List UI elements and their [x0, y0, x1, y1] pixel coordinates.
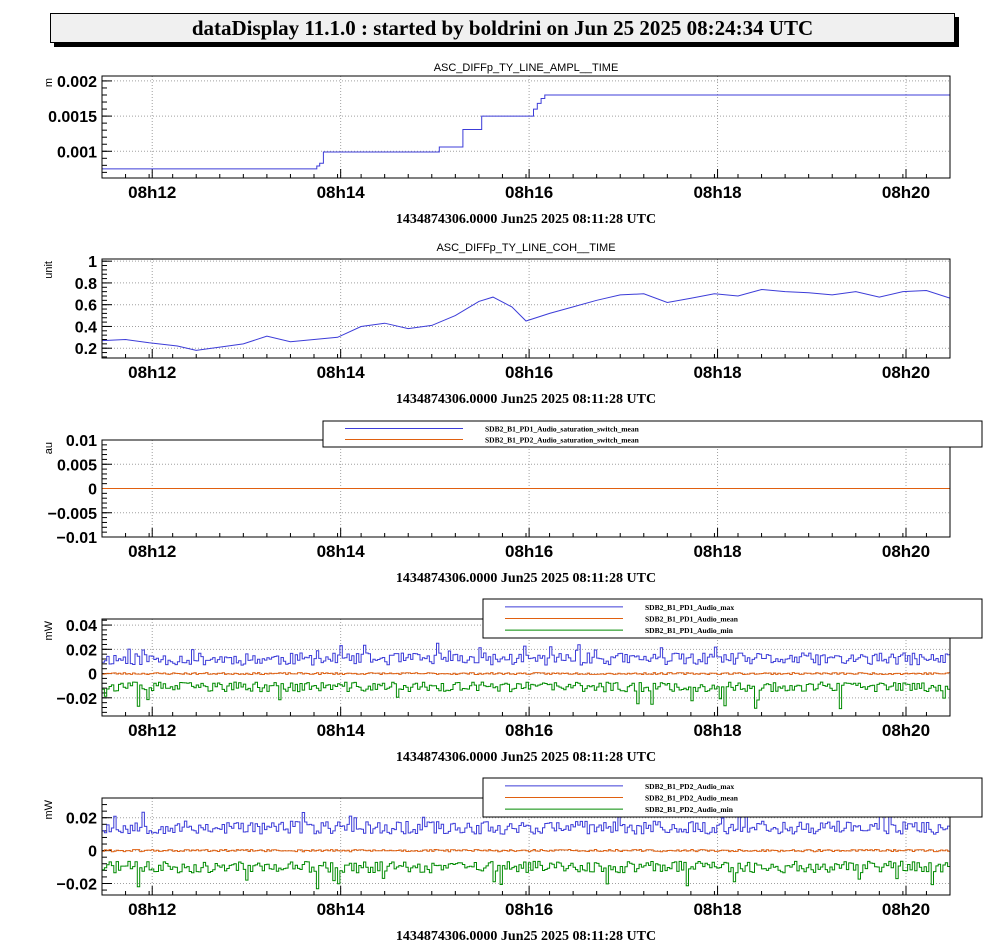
legend-label: SDB2_B1_PD2_Audio_saturation_switch_mean [485, 436, 640, 445]
y-tick-label: −0.02 [57, 876, 98, 893]
legend-label: SDB2_B1_PD2_Audio_mean [645, 794, 739, 803]
x-tick-label: 08h16 [505, 183, 553, 202]
y-tick-label: 0.005 [57, 457, 97, 474]
x-tick-label: 08h18 [693, 183, 741, 202]
x-tick-label: 08h18 [693, 900, 741, 919]
x-tick-label: 08h12 [128, 721, 176, 740]
series-line-2 [102, 672, 950, 675]
legend: SDB2_B1_PD1_Audio_saturation_switch_mean… [322, 420, 983, 448]
x-tick-label: 08h16 [505, 542, 553, 561]
plot-title: ASC_DIFFp_TY_LINE_AMPL__TIME [434, 62, 619, 74]
x-tick-label: 08h14 [317, 183, 366, 202]
y-tick-label: 0.02 [66, 642, 97, 659]
plot-frame [101, 75, 951, 179]
series-line-1 [102, 642, 950, 666]
y-tick-label: 0.4 [75, 319, 97, 336]
y-tick-label: 0.01 [66, 433, 97, 450]
y-tick-label: 0.2 [75, 341, 97, 358]
x-tick-label: 08h12 [128, 363, 176, 382]
y-tick-label: 0.04 [66, 618, 97, 635]
y-axis-label: unit [43, 261, 55, 279]
series-line-2 [102, 849, 950, 853]
y-tick-label: −0.01 [57, 530, 98, 547]
x-tick-label: 08h14 [317, 900, 366, 919]
x-tick-label: 08h14 [317, 542, 366, 561]
y-tick-label: −0.005 [48, 506, 97, 523]
x-tick-label: 08h12 [128, 183, 176, 202]
x-tick-label: 08h18 [693, 542, 741, 561]
plot-frame [101, 258, 951, 359]
y-tick-label: 0 [88, 482, 97, 499]
x-tick-label: 08h16 [505, 721, 553, 740]
plot-3: 08h12 08h14 08h16 08h18 08h20 −0.01 −0.005 0 0.0… [43, 420, 983, 586]
x-tick-label: 08h20 [882, 900, 930, 919]
legend-label: SDB2_B1_PD2_Audio_max [645, 782, 734, 791]
x-axis-label: 1434874306.0000 Jun25 2025 08:11:28 UTC [396, 392, 656, 407]
x-tick-label: 08h14 [317, 721, 366, 740]
y-tick-label: 0.6 [75, 298, 97, 315]
x-tick-label: 08h14 [317, 363, 366, 382]
x-tick-label: 08h20 [882, 183, 930, 202]
legend-label: SDB2_B1_PD1_Audio_saturation_switch_mean [485, 425, 640, 434]
y-axis-label: mW [43, 620, 55, 640]
y-tick-label: 0.002 [57, 74, 97, 91]
x-tick-label: 08h16 [505, 900, 553, 919]
x-axis-label: 1434874306.0000 Jun25 2025 08:11:28 UTC [396, 212, 656, 227]
y-tick-label: 1 [88, 254, 97, 271]
display-title: dataDisplay 11.1.0 : started by boldrini… [50, 13, 955, 43]
x-tick-label: 08h20 [882, 363, 930, 382]
plot-2: ASC_DIFFp_TY_LINE_COH__TIME 08h12 08h14 08h… [43, 242, 951, 407]
series-group [102, 642, 950, 710]
x-tick-label: 08h18 [693, 363, 741, 382]
legend-label: SDB2_B1_PD1_Audio_mean [645, 615, 739, 624]
series-group [102, 288, 950, 351]
y-tick-label: 0 [88, 667, 97, 684]
x-tick-label: 08h12 [128, 900, 176, 919]
legend: SDB2_B1_PD2_Audio_max SDB2_B1_PD2_Audio_m… [482, 777, 983, 818]
x-axis-label: 1434874306.0000 Jun25 2025 08:11:28 UTC [396, 571, 656, 586]
y-tick-label: 0.0015 [48, 109, 97, 126]
x-tick-label: 08h20 [882, 721, 930, 740]
y-tick-label: 0.02 [66, 811, 97, 828]
legend: SDB2_B1_PD1_Audio_max SDB2_B1_PD1_Audio_m… [482, 598, 983, 639]
series-line-1 [102, 809, 950, 835]
y-tick-label: 0.001 [57, 144, 97, 161]
y-tick-label: 0.8 [75, 276, 97, 293]
y-tick-label: −0.02 [57, 691, 98, 708]
y-axis-label: au [43, 442, 55, 454]
plot-title: ASC_DIFFp_TY_LINE_COH__TIME [436, 242, 615, 254]
legend-label: SDB2_B1_PD1_Audio_max [645, 603, 734, 612]
x-tick-label: 08h20 [882, 542, 930, 561]
x-tick-label: 08h12 [128, 542, 176, 561]
legend-box [322, 420, 983, 448]
series-line-1 [102, 94, 950, 170]
series-line-3 [102, 681, 950, 710]
x-axis-label: 1434874306.0000 Jun25 2025 08:11:28 UTC [396, 929, 656, 944]
y-tick-label: 0 [88, 844, 97, 861]
series-group [102, 809, 950, 890]
series-line-1 [102, 288, 950, 351]
plot-4: 08h12 08h14 08h16 08h18 08h20 −0.02 0 0.02 0.04 m… [43, 598, 983, 765]
y-axis-label: m [43, 78, 55, 87]
legend-label: SDB2_B1_PD2_Audio_min [645, 805, 734, 814]
x-tick-label: 08h16 [505, 363, 553, 382]
x-axis-label: 1434874306.0000 Jun25 2025 08:11:28 UTC [396, 750, 656, 765]
legend-label: SDB2_B1_PD1_Audio_min [645, 626, 734, 635]
y-axis-label: mW [43, 799, 55, 819]
plot-1: ASC_DIFFp_TY_LINE_AMPL__TIME 08h12 08h14 08… [43, 62, 951, 227]
series-line-3 [102, 860, 950, 890]
plot-5: 08h12 08h14 08h16 08h18 08h20 −0.02 0 0.02 mW 143… [43, 777, 983, 944]
x-tick-label: 08h18 [693, 721, 741, 740]
series-group [102, 94, 950, 170]
